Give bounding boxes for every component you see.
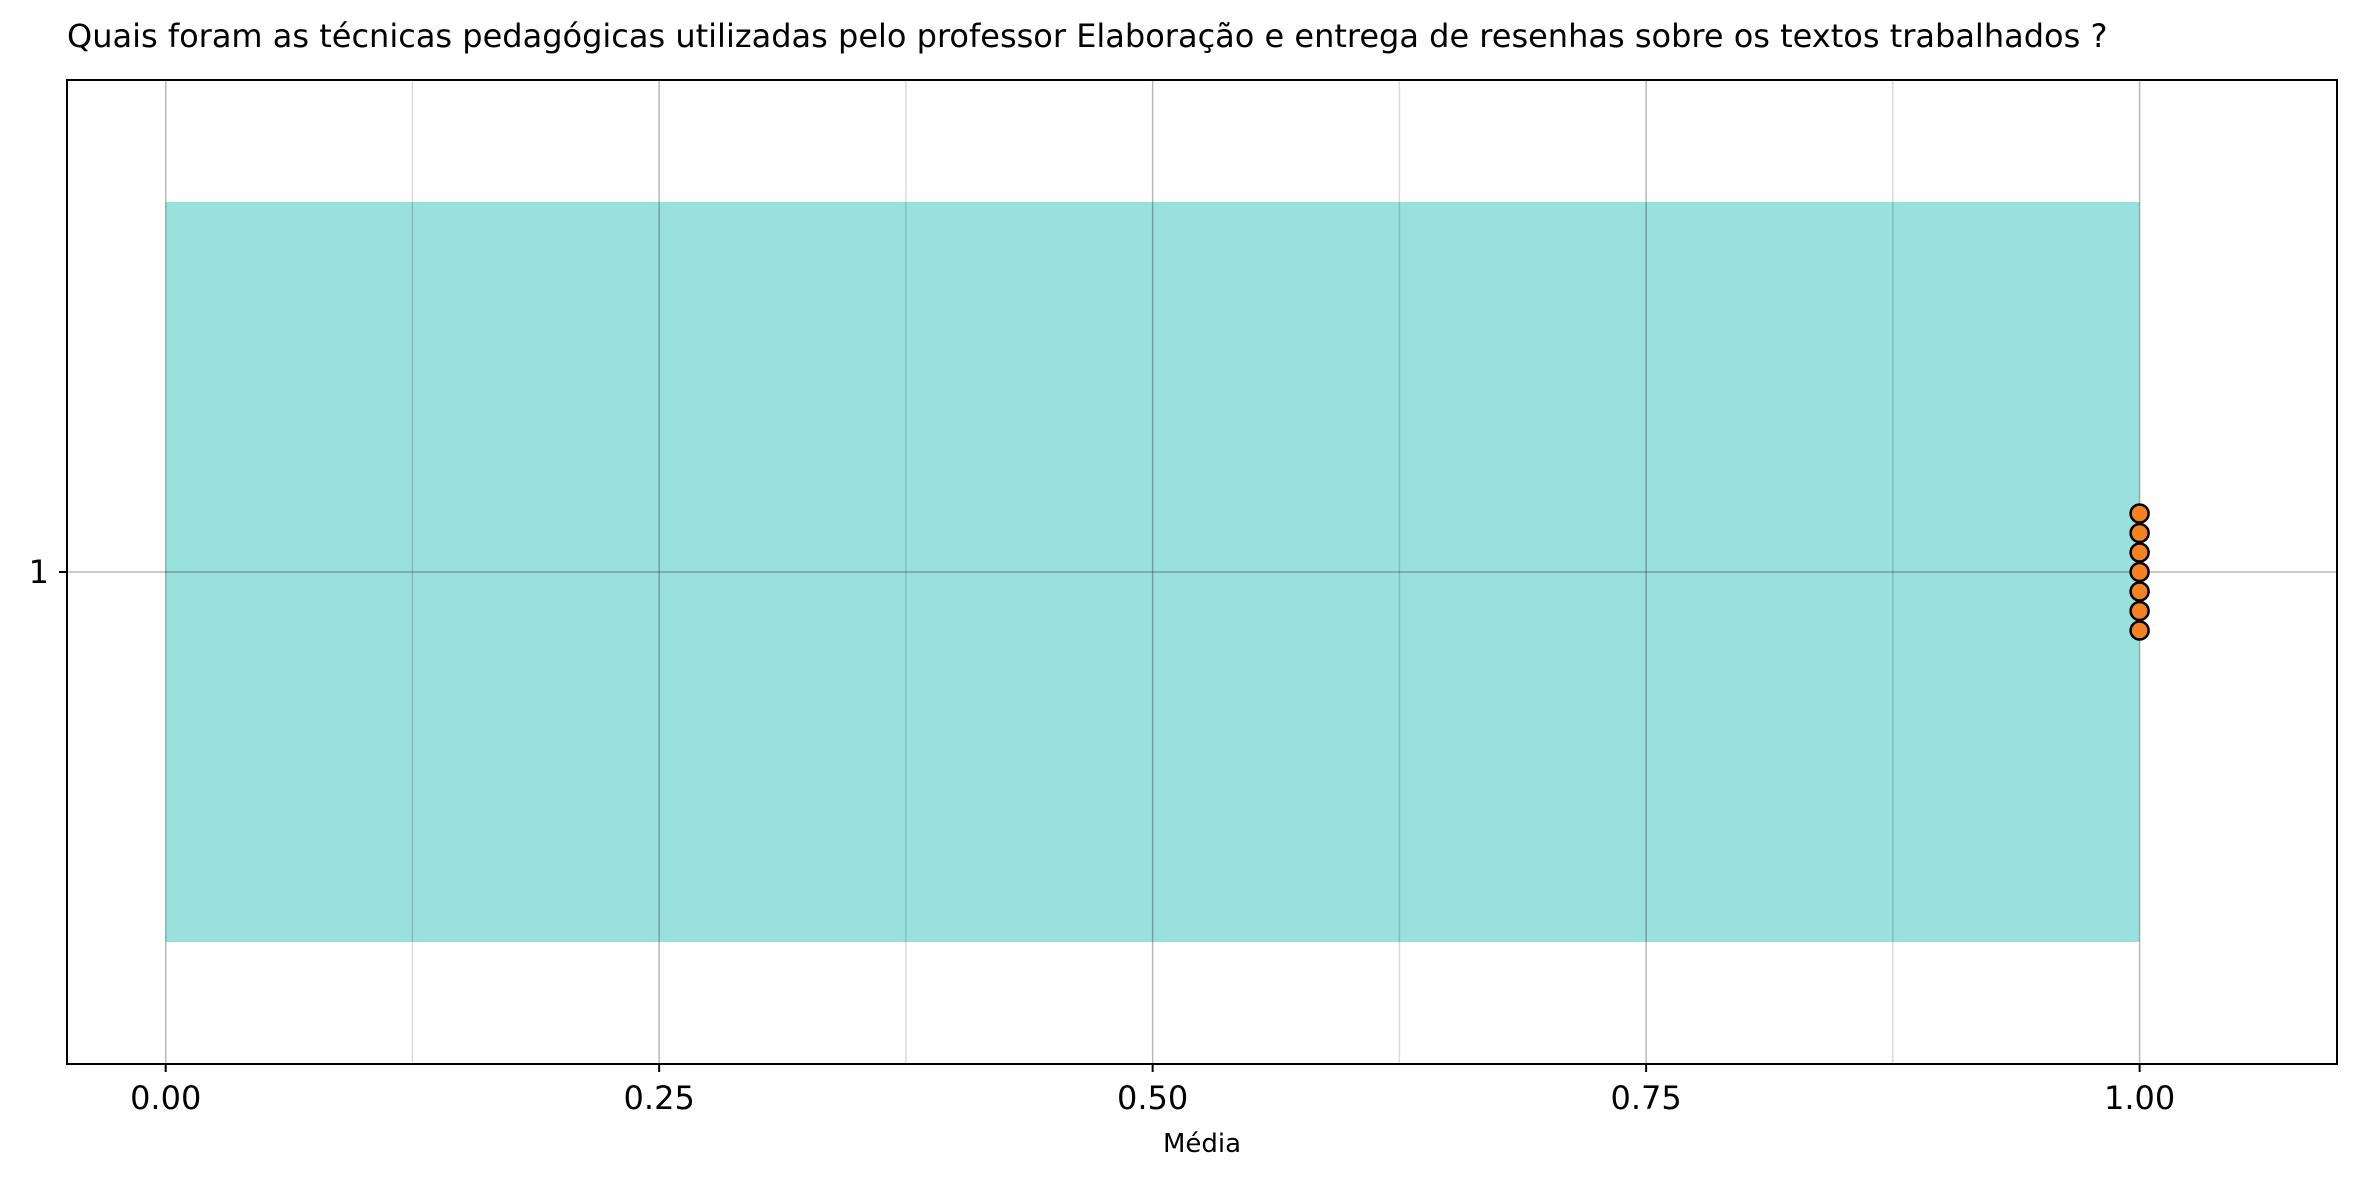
bars — [165, 202, 2140, 942]
data-point — [2129, 581, 2150, 602]
data-point — [2129, 522, 2150, 544]
ticks: 0.00 0.25 0.50 0.75 1.00 1 — [29, 553, 2176, 1117]
x-tick-label: 0.75 — [1611, 1079, 1682, 1117]
data-point — [2129, 542, 2150, 563]
x-tick-label: 0.50 — [1117, 1079, 1188, 1117]
points — [2129, 503, 2150, 641]
x-tick-label: 1.00 — [2104, 1079, 2175, 1117]
grid — [67, 80, 2337, 1064]
x-tick-label: 0.25 — [624, 1079, 695, 1117]
bar-1 — [165, 202, 2140, 942]
data-point — [2129, 600, 2150, 622]
data-point — [2129, 503, 2150, 524]
data-point — [2129, 561, 2150, 583]
y-tick-label: 1 — [29, 553, 49, 591]
chart-title: Quais foram as técnicas pedagógicas util… — [67, 17, 2107, 55]
x-tick-label: 0.00 — [130, 1079, 201, 1117]
data-point — [2129, 620, 2150, 641]
x-axis-label: Média — [1163, 1129, 1241, 1159]
